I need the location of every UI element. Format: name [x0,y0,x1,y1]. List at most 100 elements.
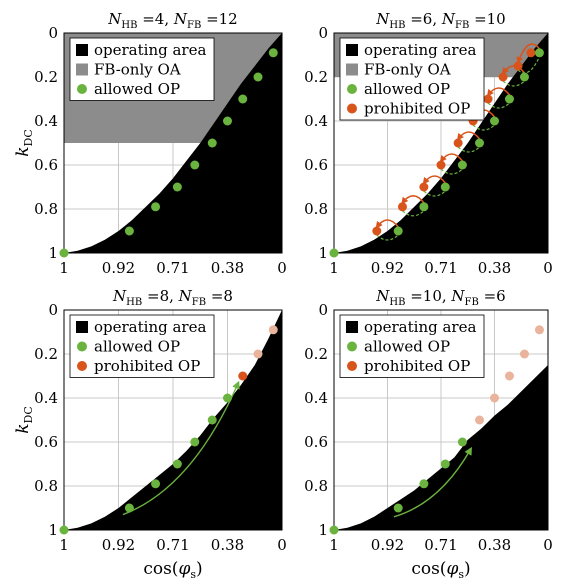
x-tick-label: 1 [329,536,339,554]
faded-op-point [534,325,544,335]
y-tick-label: 0.6 [304,433,328,451]
allowed-op-point [223,393,232,403]
y-tick-label: 0.4 [34,389,58,407]
allowed-op-point [519,72,529,82]
y-tick-label: 0 [48,301,58,319]
y-tick-label: 0 [318,24,328,42]
plot-frame [333,309,549,531]
allowed-op-point [440,182,450,192]
return-arc [517,56,540,74]
x-tick-label: 0.92 [371,259,404,277]
faded-op-point [490,393,499,403]
return-arc [423,190,446,197]
y-tick-label: 0.6 [34,433,58,451]
transition-arc [486,87,511,97]
legend-swatch-operating [346,321,358,333]
y-tick-label: 0.2 [304,345,328,363]
x-tick-label: 0.71 [424,536,457,554]
legend-entry: allowed OP [364,80,450,98]
chart-panel-3: NHB =8, NFB =8 1 0.92 0.71 0.38 0 0 0.2 0.4 0.6 0.… [13,287,287,578]
allowed-op-point [268,48,278,58]
plot-frame [63,32,283,254]
y-tick-label: 1 [318,244,328,262]
return-arc [457,146,480,153]
x-tick-label: 0.38 [478,536,511,554]
allowed-op-point [59,525,69,535]
y-tick-label: 0.2 [34,68,58,86]
y-tick-label: 0.4 [304,389,328,407]
x-tick-label: 0 [277,536,287,554]
prohibited-op-point [419,182,429,192]
x-tick-label: 0.92 [102,259,135,277]
y-tick-label: 0 [48,24,58,42]
legend-marker-allowed [77,84,87,94]
y-tick-label: 0.8 [304,477,328,495]
operating-area [334,365,548,530]
faded-op-point [268,325,278,335]
allowed-op-point [207,138,217,148]
prohibited-op-point [526,48,536,58]
y-tick-label: 0.4 [304,112,328,130]
allowed-op-point [190,437,200,447]
prohibited-op-point [453,138,463,148]
legend-swatch-fb-only [76,63,88,76]
y-tick-label: 0.6 [304,156,328,174]
chart-panel-2: NHB =6, NFB =10 1 0.92 0.71 0.38 0 0 0.2 0.4 0.6 0… [304,10,553,277]
allowed-op-point [393,503,403,513]
allowed-op-point [151,479,161,489]
legend-entry: allowed OP [94,338,180,356]
y-tick-label: 0.8 [34,477,58,495]
legend-marker-allowed [347,84,357,94]
legend-marker-prohibited [77,361,87,371]
y-tick-label: 0.2 [304,68,328,86]
return-arc [502,80,525,87]
legend-swatch-fb-only [346,63,358,76]
legend-marker-allowed [347,341,357,352]
allowed-op-point [223,116,232,126]
y-tick-label: 0.4 [34,112,58,130]
legend-entry: allowed OP [364,338,450,356]
legend-marker-allowed [77,341,87,352]
legend-box [339,37,485,121]
allowed-op-point [419,479,429,489]
faded-op-point [519,349,529,359]
panel-title: NHB =8, NFB =8 [112,287,233,308]
prohibited-op-point [372,226,382,236]
allowed-op-point [440,459,450,469]
transition-arc [422,175,446,185]
allowed-op-point [238,94,248,104]
legend-swatch-operating [346,44,358,56]
allowed-op-point [190,160,200,170]
x-tick-label: 0.71 [156,259,189,277]
transition-arc [401,195,425,205]
trend-arrow [393,446,472,518]
allowed-op-point [124,503,134,513]
legend-entry: allowed OP [94,80,180,98]
return-arc [472,124,495,131]
allowed-op-point [490,116,499,126]
y-tick-label: 0.8 [304,200,328,218]
faded-op-point [504,371,514,381]
y-tick-label: 0.8 [34,200,58,218]
x-tick-label: 0 [543,259,553,277]
prohibited-op-point [238,371,248,381]
operating-area [64,310,282,530]
allowed-op-point [393,226,403,236]
prohibited-op-point [397,202,407,212]
allowed-op-point [419,202,429,212]
x-tick-label: 0.92 [371,536,404,554]
chart-panel-1: NHB =4, NFB =12 1 0.92 0.71 0.38 0 0 0.2 0.4 0.6 0… [13,10,287,277]
transition-arc [375,219,399,229]
legend-entry: operating area [94,318,206,336]
legend-box [69,314,215,378]
allowed-op-point [457,160,467,170]
allowed-op-point [475,138,485,148]
transition-arc [439,153,464,163]
plot-frame [63,309,283,531]
operating-area [334,33,548,253]
allowed-op-point [207,415,217,425]
transition-arc [516,43,541,64]
x-tick-label: 0 [277,259,287,277]
y-tick-label: 1 [318,521,328,539]
